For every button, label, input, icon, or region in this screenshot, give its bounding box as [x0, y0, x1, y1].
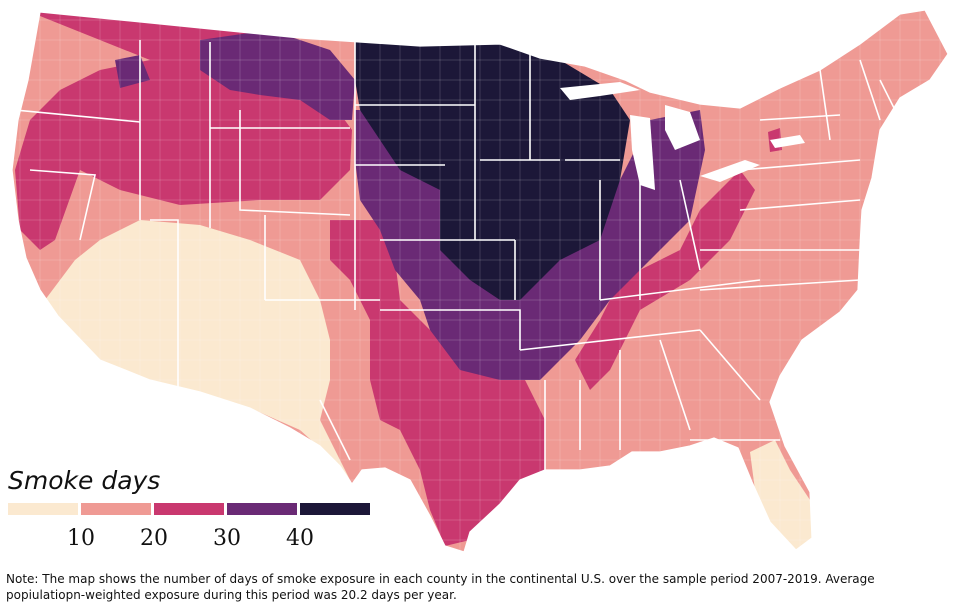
- smoke-days-map: [11, 9, 949, 553]
- region-idaho-patch-30-40: [115, 55, 150, 88]
- region-ohio-valley-20-30: [575, 170, 755, 390]
- region-northern-rockies-30-40: [200, 30, 355, 120]
- region-plains-south-20-30: [330, 220, 545, 546]
- region-southwest-under-10: [45, 220, 352, 484]
- map-note: Note: The map shows the number of days o…: [6, 572, 875, 602]
- legend-tick-30: 30: [213, 526, 241, 551]
- state-borders: [14, 40, 901, 470]
- legend-swatch-30-40: [227, 503, 297, 515]
- great-lakes: [560, 82, 805, 190]
- legend-swatch-under-10: [8, 503, 78, 515]
- legend-color-bar: [8, 503, 370, 515]
- legend-swatch-10-20: [81, 503, 151, 515]
- legend-tick-40: 40: [286, 526, 314, 551]
- legend-swatch-20-30: [154, 503, 224, 515]
- legend-tick-20: 20: [140, 526, 168, 551]
- region-florida-under-10: [750, 440, 812, 550]
- us-map-svg: [11, 9, 949, 553]
- legend-tick-10: 10: [67, 526, 95, 551]
- legend-title: Smoke days: [8, 466, 161, 495]
- legend-swatch-40-plus: [300, 503, 370, 515]
